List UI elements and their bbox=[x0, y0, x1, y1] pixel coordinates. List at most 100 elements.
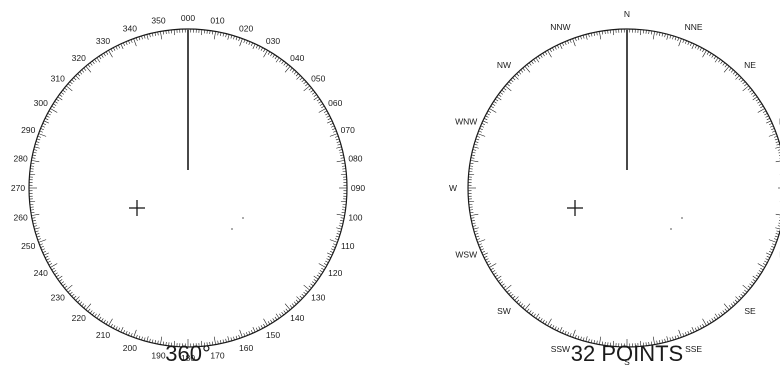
degree-tick bbox=[299, 77, 303, 81]
degree-tick bbox=[316, 98, 320, 102]
degree-tick bbox=[590, 33, 593, 37]
degree-tick bbox=[775, 233, 780, 235]
degree-tick bbox=[472, 149, 477, 151]
degree-tick bbox=[340, 220, 344, 222]
degree-tick bbox=[336, 141, 341, 143]
degree-tick bbox=[81, 69, 85, 73]
degree-tick bbox=[110, 323, 113, 328]
degree-tick bbox=[263, 323, 266, 328]
degree-tick bbox=[339, 151, 343, 154]
degree-tick bbox=[336, 233, 341, 235]
degree-tick bbox=[125, 331, 128, 335]
degree-tick bbox=[94, 313, 97, 317]
degree-tick bbox=[64, 87, 68, 91]
degree-tick bbox=[48, 263, 53, 266]
degree-tick bbox=[89, 310, 93, 314]
degree-tick bbox=[697, 46, 700, 50]
degree-tick bbox=[672, 35, 674, 40]
degree-tick bbox=[495, 274, 499, 278]
degree-tick bbox=[160, 31, 163, 40]
degree-tick bbox=[728, 67, 732, 71]
degree-tick bbox=[766, 118, 771, 121]
degree-tick bbox=[51, 267, 55, 271]
degree-tick bbox=[554, 326, 557, 330]
degree-tick bbox=[542, 53, 545, 57]
degree-tick bbox=[108, 50, 113, 58]
degree-tick bbox=[588, 33, 590, 38]
degree-tick bbox=[32, 154, 36, 156]
degree-tick bbox=[305, 289, 309, 293]
degree-tick bbox=[518, 301, 522, 305]
degree-tick bbox=[263, 318, 268, 326]
degree-tick bbox=[512, 295, 516, 299]
degree-tick bbox=[50, 108, 58, 113]
degree-tick bbox=[81, 303, 85, 307]
degree-tick bbox=[562, 329, 565, 334]
degree-tick bbox=[547, 50, 552, 58]
degree-tick bbox=[775, 227, 780, 230]
bearing-label: 300 bbox=[34, 98, 48, 108]
degree-tick bbox=[312, 281, 316, 284]
degree-tick bbox=[723, 303, 730, 310]
degree-tick bbox=[332, 245, 336, 248]
target-dot bbox=[242, 217, 244, 219]
degree-tick bbox=[735, 296, 740, 301]
degree-tick bbox=[760, 105, 764, 109]
degree-tick bbox=[577, 36, 580, 41]
degree-tick bbox=[85, 66, 92, 73]
degree-tick bbox=[535, 57, 540, 63]
degree-tick bbox=[258, 326, 261, 330]
degree-tick bbox=[735, 75, 740, 80]
degree-tick bbox=[469, 162, 474, 164]
degree-tick bbox=[485, 115, 489, 118]
degree-tick bbox=[564, 41, 567, 45]
degree-tick bbox=[516, 299, 520, 303]
degree-tick bbox=[487, 110, 492, 113]
degree-tick bbox=[267, 51, 271, 55]
degree-tick bbox=[331, 248, 335, 251]
degree-tick bbox=[284, 66, 291, 73]
bearing-label: 050 bbox=[311, 74, 325, 84]
bearing-label: 070 bbox=[341, 125, 355, 135]
degree-tick bbox=[50, 263, 58, 268]
degree-tick bbox=[474, 230, 478, 233]
degree-tick bbox=[146, 34, 149, 40]
degree-tick bbox=[33, 225, 38, 227]
degree-tick bbox=[694, 327, 697, 332]
degree-tick bbox=[526, 64, 530, 68]
bearing-label: 120 bbox=[328, 268, 342, 278]
degree-tick bbox=[270, 53, 273, 57]
degree-tick bbox=[51, 105, 55, 109]
degree-tick bbox=[296, 75, 301, 80]
degree-tick bbox=[775, 146, 780, 149]
degree-tick bbox=[774, 138, 779, 141]
bearing-label: 020 bbox=[239, 23, 253, 33]
degree-tick bbox=[341, 212, 346, 214]
degree-tick bbox=[711, 54, 714, 58]
bearing-label: 030 bbox=[266, 36, 280, 46]
bearing-label: 220 bbox=[72, 313, 86, 323]
degree-tick bbox=[334, 135, 339, 138]
degree-tick bbox=[684, 40, 687, 44]
degree-tick bbox=[293, 71, 297, 75]
degree-tick bbox=[740, 79, 744, 83]
degree-tick bbox=[245, 40, 248, 44]
degree-tick bbox=[157, 340, 159, 345]
degree-tick bbox=[113, 325, 116, 329]
degree-tick bbox=[659, 340, 661, 344]
degree-tick bbox=[492, 270, 496, 273]
degree-tick bbox=[41, 125, 45, 128]
degree-tick bbox=[30, 212, 35, 214]
bearing-label: 280 bbox=[13, 153, 27, 163]
degree-tick bbox=[479, 245, 483, 248]
degree-tick bbox=[535, 313, 540, 319]
degree-tick bbox=[498, 279, 502, 282]
degree-tick bbox=[250, 329, 253, 334]
degree-tick bbox=[87, 64, 91, 68]
degree-tick bbox=[596, 31, 598, 36]
own-ship-cross-icon bbox=[567, 200, 583, 216]
degree-tick bbox=[113, 47, 116, 51]
degree-tick bbox=[220, 340, 222, 344]
degree-tick bbox=[749, 283, 753, 287]
bearing-label: 000 bbox=[181, 13, 195, 23]
